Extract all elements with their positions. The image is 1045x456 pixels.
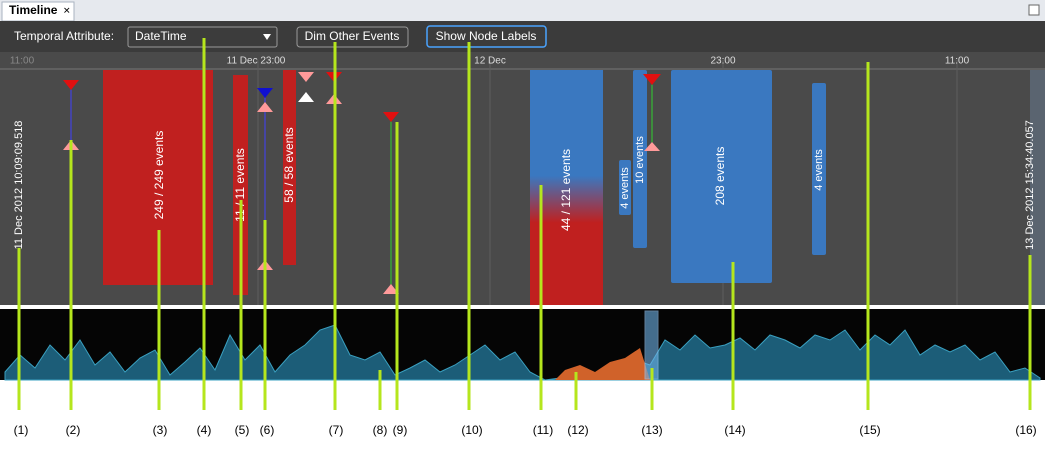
callout-label: (8)	[373, 423, 388, 437]
block-label: 4 events	[813, 149, 825, 191]
callout-label: (15)	[859, 423, 880, 437]
tab-title: Timeline	[9, 3, 58, 17]
block-label: 44 / 121 events	[559, 149, 573, 231]
callout-label: (4)	[197, 423, 212, 437]
axis-tick: 11:00	[10, 56, 35, 67]
event-block[interactable]	[619, 160, 631, 215]
callout-label: (14)	[724, 423, 745, 437]
dropdown-arrow	[263, 34, 271, 40]
callout-lines	[17, 38, 1032, 410]
block-label: 58 / 58 events	[282, 127, 296, 202]
callout-labels: (1) (2) (3) (4) (5) (6) (7) (8) (9) (10) (11) (12) (…	[14, 423, 1037, 437]
callout-label: (9)	[393, 423, 408, 437]
range-end: 13 Dec 2012 15:34:40.057	[1024, 120, 1036, 250]
block-label: 249 / 249 events	[152, 131, 166, 220]
attribute-value: DateTime	[135, 29, 187, 43]
callout-label: (1)	[14, 423, 29, 437]
tab-close[interactable]: ✕	[63, 5, 71, 15]
block-label: 208 events	[713, 147, 727, 206]
offscreen-block	[1030, 70, 1045, 305]
callout-label: (11)	[533, 423, 553, 437]
minimize-button[interactable]	[1028, 4, 1040, 16]
axis-tick: 11 Dec 23:00	[227, 56, 286, 67]
labels-button-label: Show Node Labels	[436, 29, 537, 43]
event-block[interactable]	[233, 75, 248, 295]
callout-label: (12)	[567, 423, 588, 437]
event-block[interactable]	[283, 70, 296, 265]
callout-label: (10)	[461, 423, 482, 437]
callout-label: (16)	[1015, 423, 1036, 437]
block-label: 11 / 11 events	[233, 148, 247, 222]
axis-tick: 23:00	[710, 56, 735, 67]
labels-button[interactable]	[426, 25, 547, 48]
block-label: 10 events	[634, 136, 646, 184]
callout-label: (7)	[329, 423, 344, 437]
splitter[interactable]	[0, 305, 1045, 309]
event-block[interactable]	[812, 83, 826, 255]
overview-selection-area	[555, 348, 650, 380]
block-label: 4 events	[619, 167, 631, 209]
event-block[interactable]	[671, 70, 772, 283]
event-block[interactable]	[633, 70, 647, 248]
tab-bar	[0, 0, 1045, 21]
callout-label: (5)	[235, 423, 250, 437]
axis-tick: 11:00	[945, 56, 970, 67]
dim-button[interactable]	[296, 26, 409, 48]
callout-label: (2)	[66, 423, 81, 437]
dim-button-label: Dim Other Events	[305, 29, 400, 43]
axis-tick: 12 Dec	[474, 56, 506, 67]
range-start: 11 Dec 2012 10:09:09.518	[13, 121, 25, 250]
callout-label: (3)	[153, 423, 168, 437]
attribute-label: Temporal Attribute:	[14, 29, 114, 43]
callout-label: (6)	[260, 423, 275, 437]
callout-label: (13)	[641, 423, 662, 437]
